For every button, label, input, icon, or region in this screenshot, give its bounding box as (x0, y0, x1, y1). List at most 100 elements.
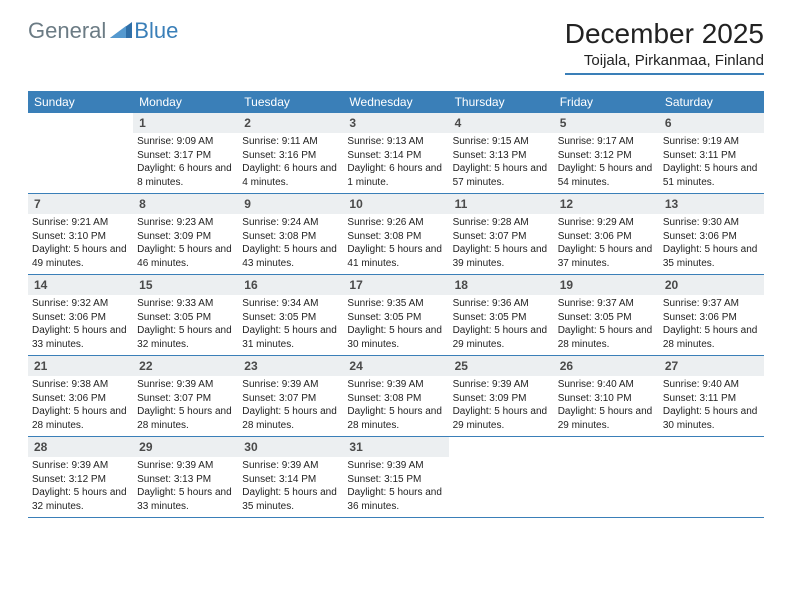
day-details: Sunrise: 9:39 AMSunset: 3:07 PMDaylight:… (133, 376, 238, 436)
daylight-text: Daylight: 5 hours and 57 minutes. (453, 162, 550, 189)
day-number: 7 (28, 194, 133, 214)
day-number: 31 (343, 437, 448, 457)
dow-cell: Tuesday (238, 91, 343, 113)
day-number: 26 (554, 356, 659, 376)
daylight-text: Daylight: 5 hours and 51 minutes. (663, 162, 760, 189)
daylight-text: Daylight: 5 hours and 28 minutes. (137, 405, 234, 432)
day-details: Sunrise: 9:15 AMSunset: 3:13 PMDaylight:… (449, 133, 554, 193)
day-number: 14 (28, 275, 133, 295)
week-row: 28Sunrise: 9:39 AMSunset: 3:12 PMDayligh… (28, 437, 764, 518)
day-number: 30 (238, 437, 343, 457)
day-details: Sunrise: 9:26 AMSunset: 3:08 PMDaylight:… (343, 214, 448, 274)
daylight-text: Daylight: 5 hours and 28 minutes. (242, 405, 339, 432)
daylight-text: Daylight: 5 hours and 36 minutes. (347, 486, 444, 513)
day-number: 23 (238, 356, 343, 376)
day-cell: 16Sunrise: 9:34 AMSunset: 3:05 PMDayligh… (238, 275, 343, 355)
day-details: Sunrise: 9:19 AMSunset: 3:11 PMDaylight:… (659, 133, 764, 193)
daylight-text: Daylight: 5 hours and 32 minutes. (32, 486, 129, 513)
dow-cell: Friday (554, 91, 659, 113)
daylight-text: Daylight: 5 hours and 49 minutes. (32, 243, 129, 270)
day-number: 10 (343, 194, 448, 214)
day-number: 9 (238, 194, 343, 214)
sunset-text: Sunset: 3:10 PM (558, 392, 655, 406)
day-cell: 3Sunrise: 9:13 AMSunset: 3:14 PMDaylight… (343, 113, 448, 193)
day-details: Sunrise: 9:30 AMSunset: 3:06 PMDaylight:… (659, 214, 764, 274)
day-number: 16 (238, 275, 343, 295)
sunrise-text: Sunrise: 9:28 AM (453, 216, 550, 230)
day-details: Sunrise: 9:38 AMSunset: 3:06 PMDaylight:… (28, 376, 133, 436)
day-details: Sunrise: 9:39 AMSunset: 3:15 PMDaylight:… (343, 457, 448, 517)
day-cell (28, 113, 133, 193)
daylight-text: Daylight: 6 hours and 4 minutes. (242, 162, 339, 189)
day-cell: 13Sunrise: 9:30 AMSunset: 3:06 PMDayligh… (659, 194, 764, 274)
daylight-text: Daylight: 5 hours and 43 minutes. (242, 243, 339, 270)
sunrise-text: Sunrise: 9:36 AM (453, 297, 550, 311)
day-number: 2 (238, 113, 343, 133)
triangle-icon (110, 20, 132, 43)
day-details: Sunrise: 9:37 AMSunset: 3:05 PMDaylight:… (554, 295, 659, 355)
day-cell: 10Sunrise: 9:26 AMSunset: 3:08 PMDayligh… (343, 194, 448, 274)
week-row: 1Sunrise: 9:09 AMSunset: 3:17 PMDaylight… (28, 113, 764, 194)
daylight-text: Daylight: 5 hours and 30 minutes. (663, 405, 760, 432)
sunset-text: Sunset: 3:05 PM (347, 311, 444, 325)
week-row: 21Sunrise: 9:38 AMSunset: 3:06 PMDayligh… (28, 356, 764, 437)
day-details: Sunrise: 9:24 AMSunset: 3:08 PMDaylight:… (238, 214, 343, 274)
logo-text-general: General (28, 18, 106, 44)
sunset-text: Sunset: 3:07 PM (453, 230, 550, 244)
sunset-text: Sunset: 3:06 PM (32, 311, 129, 325)
sunset-text: Sunset: 3:16 PM (242, 149, 339, 163)
daylight-text: Daylight: 5 hours and 29 minutes. (453, 324, 550, 351)
day-cell: 12Sunrise: 9:29 AMSunset: 3:06 PMDayligh… (554, 194, 659, 274)
day-details: Sunrise: 9:39 AMSunset: 3:12 PMDaylight:… (28, 457, 133, 517)
day-number: 17 (343, 275, 448, 295)
logo-text-blue: Blue (134, 18, 178, 44)
sunset-text: Sunset: 3:08 PM (242, 230, 339, 244)
day-details: Sunrise: 9:33 AMSunset: 3:05 PMDaylight:… (133, 295, 238, 355)
day-details: Sunrise: 9:17 AMSunset: 3:12 PMDaylight:… (554, 133, 659, 193)
day-number: 20 (659, 275, 764, 295)
daylight-text: Daylight: 5 hours and 29 minutes. (453, 405, 550, 432)
day-number: 29 (133, 437, 238, 457)
daylight-text: Daylight: 5 hours and 46 minutes. (137, 243, 234, 270)
sunset-text: Sunset: 3:08 PM (347, 230, 444, 244)
sunset-text: Sunset: 3:06 PM (32, 392, 129, 406)
day-details: Sunrise: 9:36 AMSunset: 3:05 PMDaylight:… (449, 295, 554, 355)
dow-cell: Thursday (449, 91, 554, 113)
day-details: Sunrise: 9:39 AMSunset: 3:14 PMDaylight:… (238, 457, 343, 517)
daylight-text: Daylight: 5 hours and 29 minutes. (558, 405, 655, 432)
day-cell: 2Sunrise: 9:11 AMSunset: 3:16 PMDaylight… (238, 113, 343, 193)
day-details: Sunrise: 9:29 AMSunset: 3:06 PMDaylight:… (554, 214, 659, 274)
day-cell: 1Sunrise: 9:09 AMSunset: 3:17 PMDaylight… (133, 113, 238, 193)
day-cell (554, 437, 659, 517)
sunset-text: Sunset: 3:05 PM (242, 311, 339, 325)
day-number: 4 (449, 113, 554, 133)
day-number: 3 (343, 113, 448, 133)
day-details: Sunrise: 9:32 AMSunset: 3:06 PMDaylight:… (28, 295, 133, 355)
day-details: Sunrise: 9:39 AMSunset: 3:08 PMDaylight:… (343, 376, 448, 436)
sunset-text: Sunset: 3:17 PM (137, 149, 234, 163)
sunrise-text: Sunrise: 9:39 AM (242, 378, 339, 392)
day-number: 13 (659, 194, 764, 214)
day-number: 15 (133, 275, 238, 295)
day-number: 11 (449, 194, 554, 214)
day-cell: 30Sunrise: 9:39 AMSunset: 3:14 PMDayligh… (238, 437, 343, 517)
day-cell: 4Sunrise: 9:15 AMSunset: 3:13 PMDaylight… (449, 113, 554, 193)
dow-cell: Sunday (28, 91, 133, 113)
sunset-text: Sunset: 3:11 PM (663, 392, 760, 406)
day-cell (449, 437, 554, 517)
day-cell: 8Sunrise: 9:23 AMSunset: 3:09 PMDaylight… (133, 194, 238, 274)
daylight-text: Daylight: 5 hours and 35 minutes. (663, 243, 760, 270)
day-details: Sunrise: 9:23 AMSunset: 3:09 PMDaylight:… (133, 214, 238, 274)
day-number: 22 (133, 356, 238, 376)
sunset-text: Sunset: 3:05 PM (137, 311, 234, 325)
daylight-text: Daylight: 5 hours and 30 minutes. (347, 324, 444, 351)
day-cell: 26Sunrise: 9:40 AMSunset: 3:10 PMDayligh… (554, 356, 659, 436)
daylight-text: Daylight: 5 hours and 28 minutes. (32, 405, 129, 432)
weeks-container: 1Sunrise: 9:09 AMSunset: 3:17 PMDaylight… (28, 113, 764, 518)
day-cell: 31Sunrise: 9:39 AMSunset: 3:15 PMDayligh… (343, 437, 448, 517)
sunset-text: Sunset: 3:15 PM (347, 473, 444, 487)
sunrise-text: Sunrise: 9:19 AM (663, 135, 760, 149)
day-cell: 17Sunrise: 9:35 AMSunset: 3:05 PMDayligh… (343, 275, 448, 355)
day-details: Sunrise: 9:35 AMSunset: 3:05 PMDaylight:… (343, 295, 448, 355)
header: General Blue December 2025 Toijala, Pirk… (0, 0, 792, 83)
